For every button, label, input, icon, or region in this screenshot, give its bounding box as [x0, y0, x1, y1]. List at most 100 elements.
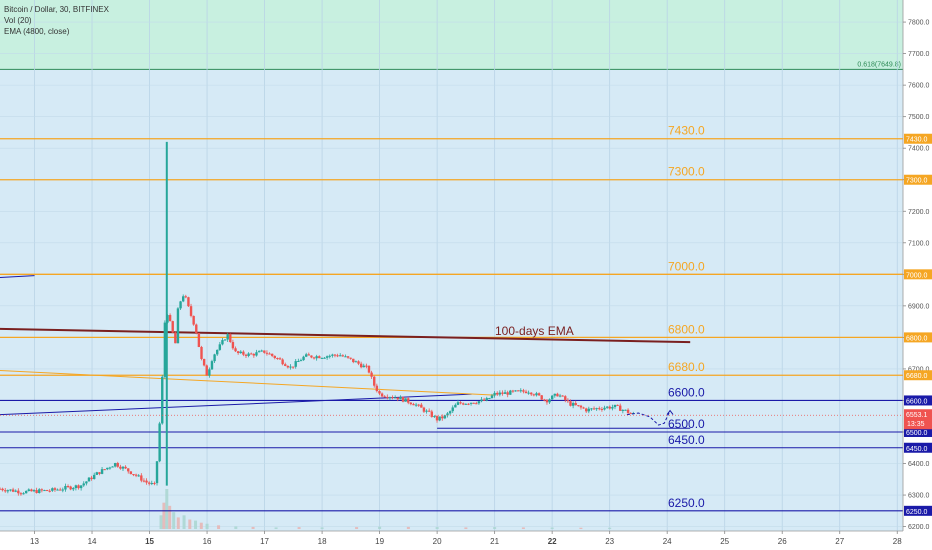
- volume-bar: [172, 512, 176, 529]
- price-tick-label: 7400.0: [908, 146, 930, 153]
- candle-body: [106, 467, 109, 470]
- level-badge: [904, 370, 932, 381]
- candle-body: [216, 349, 219, 355]
- time-tick-label: 28: [893, 537, 902, 546]
- volume-bar: [320, 527, 324, 529]
- candle-body: [179, 301, 182, 309]
- candle-body: [475, 403, 478, 405]
- candle-body: [420, 404, 423, 408]
- candle-body: [121, 466, 125, 469]
- candle-body: [341, 355, 345, 357]
- candle-body: [278, 358, 282, 360]
- candle-body: [236, 351, 240, 354]
- time-axis-bg: [0, 531, 932, 550]
- legend-ema[interactable]: EMA (4800, close): [4, 27, 70, 36]
- candle-body: [174, 332, 177, 344]
- candle-body: [72, 488, 75, 490]
- level-badge-label: 7000.0: [906, 272, 928, 279]
- candle-body: [548, 399, 551, 403]
- volume-bars: [159, 489, 612, 529]
- candle-body: [577, 405, 580, 407]
- candle-body: [339, 355, 342, 357]
- candle-body: [132, 474, 135, 476]
- candle-body: [4, 490, 7, 492]
- candle-body: [404, 398, 407, 402]
- candle-body: [87, 477, 91, 482]
- volume-bar: [194, 520, 198, 529]
- candle-body: [435, 416, 439, 421]
- candle-body: [208, 369, 211, 376]
- candle-body: [380, 393, 384, 397]
- candle-body: [307, 354, 311, 356]
- level-badge: [904, 426, 932, 437]
- candle-body: [0, 488, 2, 490]
- candle-body: [43, 490, 46, 492]
- candle-body: [181, 296, 185, 302]
- candle-body: [6, 490, 10, 492]
- candle-body: [530, 392, 533, 395]
- candle-body: [464, 403, 468, 405]
- level-badge: [904, 174, 932, 185]
- level-label: 6250.0: [668, 496, 705, 510]
- candle-body: [425, 410, 428, 412]
- candle-body: [312, 357, 316, 359]
- candle-body: [365, 365, 368, 367]
- candle-body: [399, 396, 402, 400]
- price-axis[interactable]: 6200.0 6300.0 6400.0 6500.0 6600.0 6700.0 6800…: [902, 0, 932, 550]
- candle-body: [362, 365, 365, 368]
- candle-body: [331, 354, 334, 356]
- price-tick-label: 6400.0: [908, 461, 930, 468]
- legend-volume[interactable]: Vol (20): [4, 16, 32, 25]
- candle-body: [522, 390, 525, 392]
- candle-body: [585, 408, 588, 412]
- candle-body: [422, 407, 426, 412]
- candle-body: [239, 351, 242, 354]
- legend-symbol[interactable]: Bitcoin / Dollar, 30, BITFINEX: [4, 5, 109, 14]
- candle-body: [286, 365, 290, 368]
- candle-body: [61, 489, 65, 491]
- candle-body: [496, 392, 499, 395]
- candle-body: [333, 354, 337, 356]
- candle-body: [603, 407, 606, 410]
- candle-body: [147, 482, 151, 484]
- candle-body: [38, 489, 41, 494]
- candle-body: [140, 475, 143, 481]
- price-tick-label: 6300.0: [908, 493, 930, 500]
- candle-body: [27, 489, 30, 491]
- time-tick-label: 22: [548, 537, 557, 546]
- candle-body: [150, 483, 153, 485]
- candle-body: [412, 404, 415, 406]
- candle-body: [600, 408, 604, 410]
- volume-bar: [159, 515, 163, 529]
- candle-body: [501, 392, 504, 394]
- candle-body: [284, 364, 287, 366]
- time-tick-label: 19: [375, 537, 384, 546]
- candle-body: [69, 486, 72, 490]
- candle-body: [396, 397, 399, 400]
- candle-body: [558, 395, 562, 397]
- volume-bar: [205, 523, 209, 529]
- candle-body: [263, 350, 266, 353]
- level-badge-label: 6250.0: [906, 509, 928, 516]
- candle-body: [189, 306, 193, 316]
- candle-body: [629, 412, 632, 414]
- volume-bar: [251, 526, 255, 529]
- time-axis[interactable]: 13 14 15 16 17 18 19 20 21 22 23 24 25 26 27 28: [0, 530, 932, 550]
- candle-body: [378, 391, 381, 394]
- candle-body: [24, 490, 28, 494]
- volume-bar: [199, 522, 203, 529]
- candle-body: [488, 398, 491, 400]
- candle-body: [352, 358, 355, 363]
- candle-body: [590, 408, 593, 410]
- candle-body: [386, 396, 389, 398]
- candle-body: [202, 358, 206, 366]
- candle-body: [9, 489, 12, 491]
- candle-body: [344, 356, 347, 358]
- candle-body: [273, 355, 276, 359]
- candle-body: [388, 397, 392, 399]
- volume-bar: [464, 527, 468, 529]
- level-badge: [904, 133, 932, 144]
- price-tick-label: 6200.0: [908, 524, 930, 531]
- candle-body: [294, 361, 297, 367]
